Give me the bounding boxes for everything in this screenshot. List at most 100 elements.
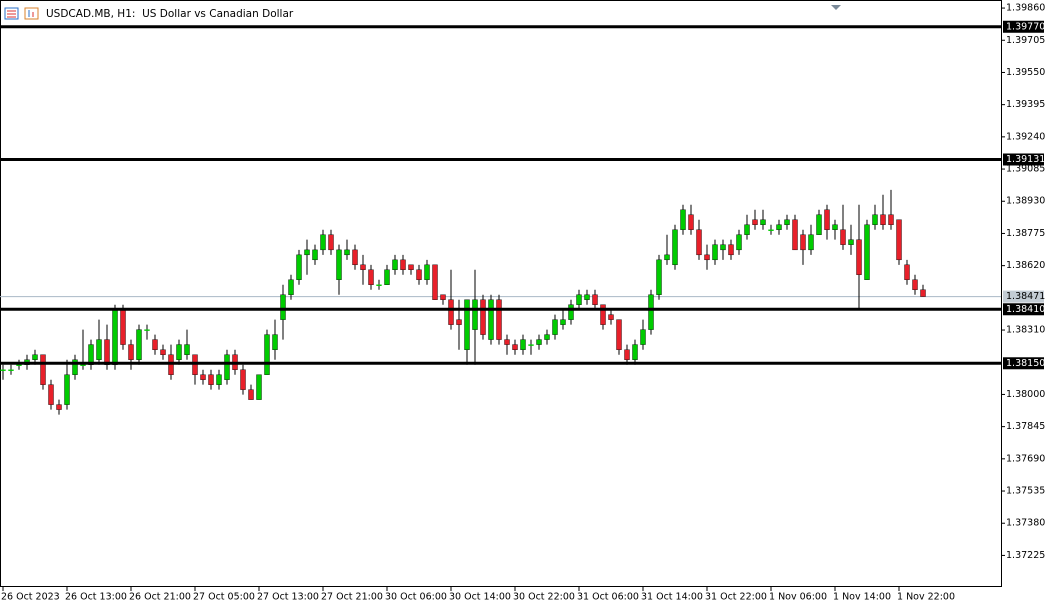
candle-body <box>360 264 366 270</box>
candle-body <box>896 219 902 261</box>
candle-body <box>200 374 206 380</box>
candle-body <box>184 344 190 355</box>
y-tick-label: 1.37690 <box>1006 453 1045 464</box>
level-label-box <box>1003 357 1044 370</box>
candle-body <box>456 319 462 325</box>
candle-body <box>280 294 286 320</box>
candle-body <box>224 354 230 380</box>
candle-body <box>864 224 870 280</box>
candle-body <box>368 269 374 285</box>
x-tick-label: 27 Oct 13:00 <box>257 592 319 603</box>
candle-body <box>152 339 158 350</box>
candle-body <box>560 319 566 325</box>
y-tick-label: 1.39395 <box>1006 99 1045 110</box>
candle-body <box>640 329 646 345</box>
candle-body <box>776 224 782 230</box>
x-tick-label: 26 Oct 21:00 <box>129 592 191 603</box>
candle-body <box>784 219 790 225</box>
candle-body <box>56 404 62 410</box>
x-tick-label: 30 Oct 06:00 <box>385 592 447 603</box>
candle-body <box>696 229 702 256</box>
candle-body <box>528 344 534 346</box>
candle-body <box>376 284 382 286</box>
candle-body <box>496 299 502 340</box>
candle-body <box>424 264 430 280</box>
y-tick-label: 1.37380 <box>1006 518 1045 529</box>
candle-body <box>848 239 854 245</box>
candle-body <box>48 384 54 405</box>
candle-body <box>136 329 142 360</box>
candle-body <box>336 249 342 280</box>
candle-body <box>920 289 926 297</box>
candle-body <box>112 309 118 365</box>
candle-body <box>576 294 582 305</box>
candle-body <box>208 374 214 385</box>
candle-body <box>344 249 350 256</box>
y-tick-label: 1.38775 <box>1006 228 1045 239</box>
candle-body <box>448 299 454 325</box>
candle-body <box>904 264 910 280</box>
x-tick-label: 26 Oct 13:00 <box>65 592 127 603</box>
candle-body <box>824 209 830 230</box>
candle-body <box>688 214 694 230</box>
candle-body <box>520 339 526 350</box>
candle-body <box>176 344 182 360</box>
candle-body <box>512 344 518 350</box>
candle-body <box>256 374 262 400</box>
candle-body <box>552 319 558 335</box>
y-tick-label: 1.39860 <box>1006 3 1045 14</box>
candle-body <box>704 254 710 261</box>
candle-body <box>664 254 670 261</box>
current-price-box <box>1003 290 1044 303</box>
x-tick-label: 31 Oct 06:00 <box>577 592 639 603</box>
plot-frame <box>0 0 1002 587</box>
candle-body <box>648 294 654 330</box>
candle-body <box>568 304 574 320</box>
y-tick-label: 1.39705 <box>1006 35 1045 46</box>
candle-body <box>744 224 750 235</box>
candle-body <box>104 339 110 365</box>
candle-body <box>608 314 614 320</box>
y-tick-label: 1.37535 <box>1006 486 1045 497</box>
y-tick-label: 1.38310 <box>1006 325 1045 336</box>
candle-body <box>504 339 510 345</box>
chart-icon <box>4 7 39 20</box>
candle-body <box>8 369 14 371</box>
level-label-box <box>1003 153 1044 166</box>
x-tick-label: 31 Oct 22:00 <box>705 592 767 603</box>
y-tick-label: 1.39085 <box>1006 164 1045 175</box>
y-tick-label: 1.37845 <box>1006 421 1045 432</box>
candle-body <box>464 299 470 350</box>
x-tick-label: 27 Oct 05:00 <box>193 592 255 603</box>
candle-body <box>328 234 334 251</box>
candle-body <box>64 374 70 405</box>
candle-body <box>296 254 302 280</box>
candle-body <box>600 304 606 325</box>
candle-body <box>72 359 78 375</box>
candle-body <box>808 234 814 251</box>
candle-body <box>128 344 134 360</box>
candle-body <box>720 244 726 251</box>
x-tick-label: 1 Nov 06:00 <box>769 592 827 603</box>
candle-body <box>872 214 878 225</box>
candle-body <box>736 234 742 251</box>
candle-body <box>544 334 550 340</box>
candle-body <box>816 214 822 235</box>
candle-body <box>352 249 358 266</box>
candle-body <box>592 294 598 305</box>
x-tick-label: 30 Oct 22:00 <box>513 592 575 603</box>
candle-body <box>440 294 446 300</box>
candle-body <box>888 214 894 225</box>
level-label: 1.38150 <box>1006 358 1045 369</box>
candle-body <box>472 299 478 330</box>
candle-body <box>392 259 398 270</box>
y-tick-label: 1.38000 <box>1006 389 1045 400</box>
candle-body <box>400 259 406 270</box>
candle-body <box>408 264 414 270</box>
candle-body <box>144 329 150 331</box>
x-tick-label: 31 Oct 14:00 <box>641 592 703 603</box>
candle-body <box>416 269 422 280</box>
candle-body <box>312 249 318 261</box>
level-label: 1.39131 <box>1006 154 1045 165</box>
